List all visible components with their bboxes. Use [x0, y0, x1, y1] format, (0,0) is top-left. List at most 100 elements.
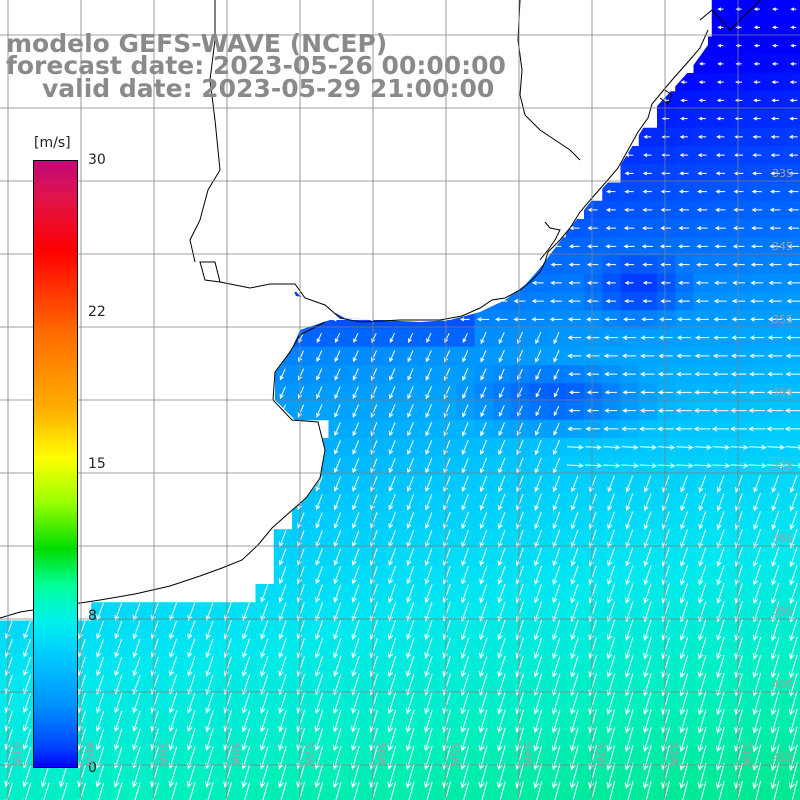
wind-arrow: [425, 458, 433, 474]
wind-arrow: [768, 298, 782, 304]
wind-arrow: [734, 744, 743, 771]
wind-arrow: [95, 692, 105, 714]
wind-arrow: [659, 244, 672, 249]
wind-arrow: [712, 353, 728, 359]
wind-arrow: [643, 709, 652, 734]
wind-arrow: [716, 116, 725, 121]
colorbar-tick-30: 30: [88, 152, 106, 168]
wind-arrow: [675, 463, 694, 469]
wind-arrow: [657, 390, 674, 395]
wind-arrow: [716, 565, 725, 586]
wind-arrow: [334, 368, 341, 381]
wind-arrow: [609, 781, 616, 800]
wind-speed-cell: [784, 492, 800, 512]
wind-arrow: [790, 7, 797, 11]
coastline-segment: [659, 89, 673, 105]
wind-arrow: [734, 762, 743, 790]
wind-arrow: [570, 529, 579, 549]
wind-arrow: [480, 422, 487, 437]
wind-arrow: [334, 350, 341, 363]
wind-arrow: [624, 207, 635, 212]
wind-arrow: [784, 426, 800, 432]
wind-arrow: [607, 529, 615, 549]
wind-arrow: [460, 727, 470, 752]
lon-label-56w: 56W: [375, 742, 388, 767]
wind-arrow: [570, 493, 579, 511]
wind-arrow: [388, 440, 396, 455]
wind-arrow: [786, 335, 800, 340]
wind-arrow: [642, 727, 652, 753]
wind-arrow: [187, 710, 196, 733]
wind-arrow: [96, 656, 105, 677]
wind-arrow: [333, 512, 342, 529]
wind-arrow: [297, 386, 305, 400]
wind-arrow: [370, 368, 378, 381]
wind-arrow: [315, 566, 323, 585]
wind-arrow: [716, 98, 724, 103]
title-model: modelo GEFS-WAVE (NCEP): [6, 29, 388, 58]
wind-arrow: [317, 781, 324, 800]
wind-arrow: [642, 280, 652, 285]
wind-arrow: [535, 331, 542, 345]
wind-arrow: [406, 566, 415, 585]
wind-arrow: [697, 726, 707, 753]
wind-arrow: [697, 709, 707, 734]
wind-arrow: [461, 422, 469, 437]
wind-arrow: [789, 80, 797, 85]
wind-arrow: [567, 353, 582, 359]
wind-arrow: [716, 583, 725, 605]
wind-arrow: [479, 565, 488, 585]
wind-arrow: [625, 493, 634, 512]
wind-arrow: [752, 116, 761, 121]
wind-arrow: [731, 317, 746, 322]
colorbar-unit: [m/s]: [34, 135, 71, 151]
wind-arrow: [789, 636, 798, 660]
wind-vector-field: [4, 7, 800, 800]
wind-arrow: [733, 189, 744, 194]
wind-arrow: [443, 386, 451, 400]
wind-arrow: [753, 43, 760, 48]
wind-arrow: [168, 764, 178, 788]
wind-speed-cell: [784, 584, 800, 603]
wind-arrow: [748, 426, 766, 432]
lon-label-53w: 53W: [594, 742, 607, 767]
wind-arrow: [479, 583, 488, 604]
wind-speed-cell: [784, 730, 800, 749]
wind-arrow: [150, 782, 159, 800]
lon-label-51w: 51W: [740, 742, 753, 767]
wind-arrow: [494, 317, 508, 322]
wind-arrow: [661, 171, 671, 176]
wind-speed-cell: [784, 675, 800, 694]
wind-arrow: [388, 422, 396, 437]
wind-arrow: [426, 781, 433, 800]
wind-arrow: [770, 762, 780, 790]
wind-arrow: [625, 565, 634, 586]
wind-arrow: [517, 781, 524, 800]
wind-arrow: [732, 244, 745, 249]
wind-arrow: [353, 332, 359, 343]
wind-arrow: [388, 566, 396, 585]
wind-arrow: [168, 692, 178, 714]
wind-arrow: [535, 368, 542, 381]
wind-arrow: [517, 368, 523, 381]
wind-arrow: [406, 512, 415, 530]
wind-arrow: [334, 386, 341, 400]
wind-arrow: [568, 298, 581, 304]
wind-arrow: [314, 638, 324, 659]
wind-arrow: [679, 565, 689, 586]
wind-arrow: [334, 404, 341, 418]
wind-arrow: [771, 98, 779, 103]
wind-arrow: [590, 781, 597, 800]
wind-arrow: [697, 171, 707, 176]
wind-arrow: [554, 781, 561, 800]
wind-arrow: [387, 691, 397, 715]
wind-arrow: [753, 493, 761, 512]
wind-arrow: [716, 493, 725, 512]
wind-arrow: [643, 529, 652, 549]
wind-arrow: [334, 332, 341, 343]
wind-arrow: [552, 493, 561, 511]
wind-arrow: [333, 548, 342, 566]
wind-arrow: [643, 691, 652, 715]
wind-arrow: [478, 709, 488, 734]
wind-arrow: [753, 7, 760, 11]
